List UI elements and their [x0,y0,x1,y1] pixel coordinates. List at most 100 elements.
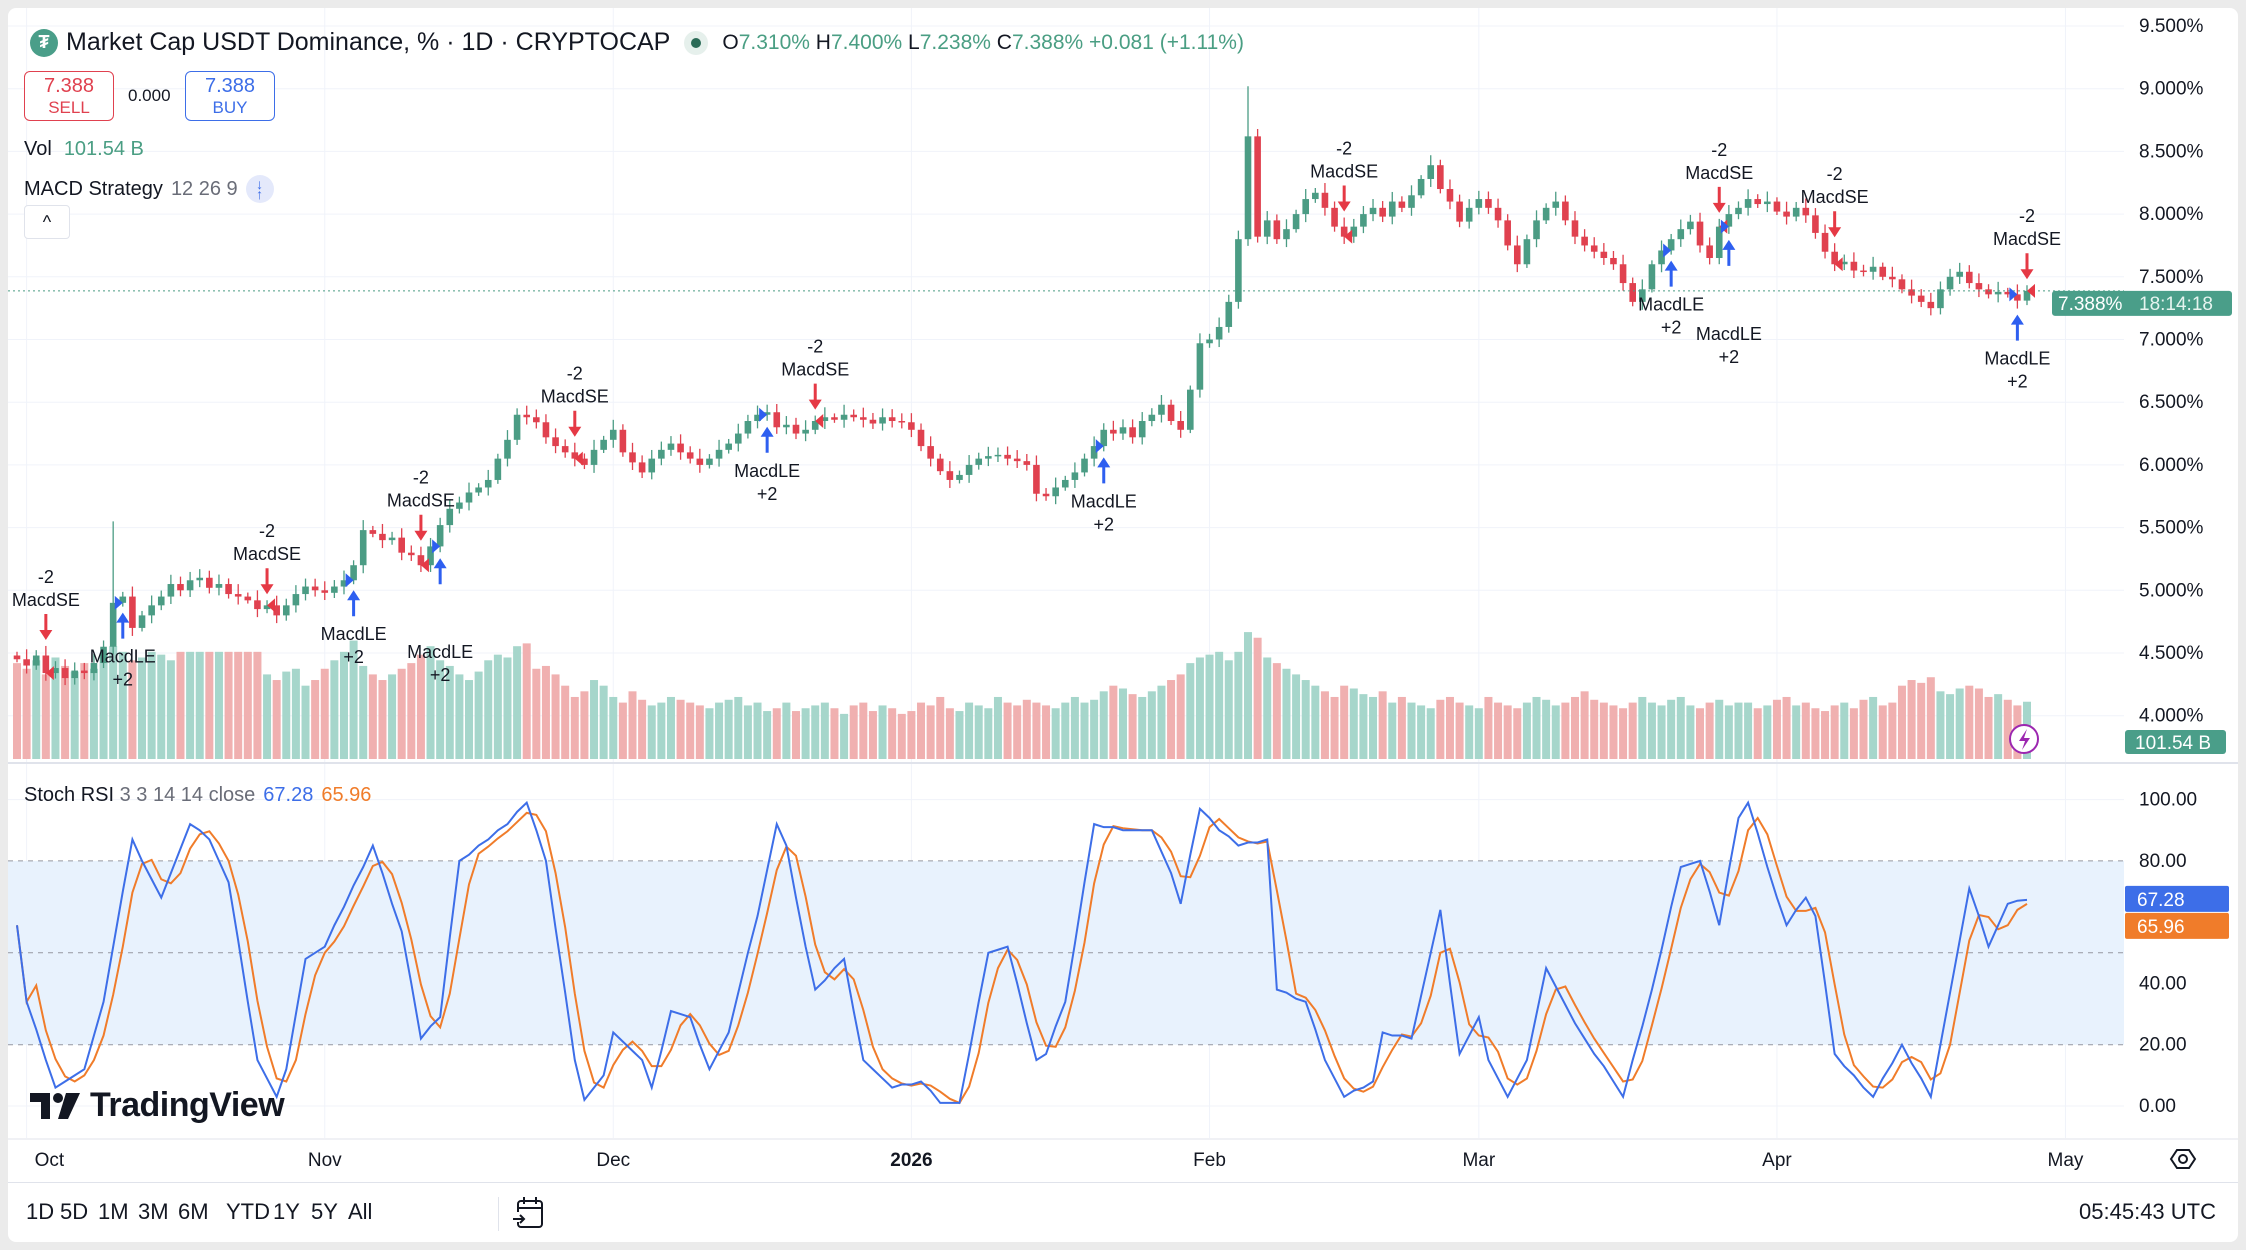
volume-bar [1426,708,1435,759]
price-axis-label: 5.500% [2139,518,2204,539]
candle-body [23,659,30,666]
candle [1860,264,1867,277]
candle-body [302,586,309,595]
candle-body [1244,136,1252,240]
candle-body [1994,291,2002,295]
signal-label: MacdSE [541,387,609,407]
candle-body [81,670,88,674]
candle-body [1465,207,1473,222]
signal-arrow-down-icon [568,410,582,437]
candle-body [388,537,396,541]
strategy-arrows-icon[interactable]: ↓ ↑ [245,175,274,203]
market-status-icon[interactable] [684,30,709,55]
spread-value: 0.000 [128,86,171,105]
volume-bar [1811,708,1820,759]
volume-bar [1926,677,1935,759]
volume-bar [811,705,820,759]
collapse-legend-button[interactable]: ^ [24,205,70,239]
signal-label: MacdLE [407,642,473,662]
candle-body [658,449,665,459]
volume-bar [205,651,214,759]
volume-bar [263,674,272,759]
sell-button[interactable]: 7.388 SELL [24,71,114,121]
volume-bar [1724,705,1733,759]
candle [1408,185,1415,216]
volume-bar [1445,696,1454,759]
volume-bar [840,713,849,759]
range-button-6m[interactable]: 6M [178,1199,209,1224]
bottom-toolbar: 1D 5D 1M 3M 6M YTD 1Y 5Y All 05:45:43 UTC [8,1182,2238,1243]
go-to-date-icon[interactable] [512,1195,546,1231]
volume-bar [888,708,897,759]
range-button-5d[interactable]: 5D [60,1199,89,1224]
candle [1956,262,1963,284]
volume-legend[interactable]: Vol 101.54 B [24,138,144,160]
candle-body [821,417,829,422]
volume-bar [1176,674,1185,759]
volume-bar [1503,705,1512,759]
volume-bar [1869,696,1878,759]
bar-countdown: 18:14:18 [2139,294,2213,315]
volume-bar [1849,708,1858,759]
candle-body [763,412,771,415]
candle [754,405,761,429]
stoch-rsi-legend[interactable]: Stoch RSI 3 3 14 14 close 67.28 65.96 [24,784,372,806]
candle [1292,209,1300,233]
stoch-axis-label: 20.00 [2139,1035,2187,1056]
volume-bar [1840,702,1849,759]
tradingview-logo[interactable]: TradingView [30,1086,285,1125]
long-entry-marker [2009,287,2018,302]
candle [879,408,886,431]
candle-body [1388,201,1396,217]
chart-canvas[interactable]: 9.500% 9.000% 8.500% 8.000% 7.500% 7.000% 6.50… [8,8,2238,1182]
candle [1350,218,1358,243]
range-button-ytd[interactable]: YTD [226,1199,270,1224]
stoch-k-tag [2125,885,2229,912]
candle [1812,208,1819,239]
range-button-5y[interactable]: 5Y [311,1199,338,1224]
range-button-1d[interactable]: 1D [26,1199,55,1224]
candle [138,610,146,632]
candle-body [561,446,569,453]
range-button-3m[interactable]: 3M [138,1199,169,1224]
candle-body [129,596,136,628]
volume-bar [1109,685,1118,759]
candle [609,419,617,448]
volume-bar [1542,699,1551,759]
candle-body [1956,271,1963,277]
range-button-1y[interactable]: 1Y [273,1199,300,1224]
symbol-title[interactable]: Market Cap USDT Dominance, % · 1D · CRYP… [66,28,671,56]
candle [1513,235,1521,273]
candle [206,570,213,594]
candle [1648,260,1656,293]
candle-body [398,537,405,553]
volume-bar [176,651,185,759]
candle [369,525,377,538]
candle [581,453,588,470]
candle [1687,214,1694,235]
candle-body [1119,427,1127,434]
volume-bar [426,646,435,759]
range-button-1m[interactable]: 1M [98,1199,129,1224]
long-entry-marker [759,407,768,422]
range-button-all[interactable]: All [348,1199,373,1224]
stoch-d-tag [2125,912,2229,939]
candle-body [1744,199,1752,208]
time-axis-label: Dec [596,1150,630,1171]
settings-gear-icon-center [2178,1154,2188,1164]
buy-button[interactable]: 7.388 BUY [185,71,275,121]
candle [658,441,665,466]
candle [167,574,175,604]
strategy-legend[interactable]: MACD Strategy 12 26 9 ↓ ↑ [24,175,274,203]
signal-label: MacdLE [1638,295,1704,315]
volume-bar [61,665,70,759]
candle [494,453,502,484]
candle-body [1908,289,1915,296]
candle [1475,190,1483,215]
volume-bar [1570,696,1579,759]
candle-body [1350,226,1358,237]
clock[interactable]: 05:45:43 UTC [2079,1199,2216,1224]
candle [773,404,781,434]
volume-bar [1551,705,1560,759]
candle [552,428,559,454]
